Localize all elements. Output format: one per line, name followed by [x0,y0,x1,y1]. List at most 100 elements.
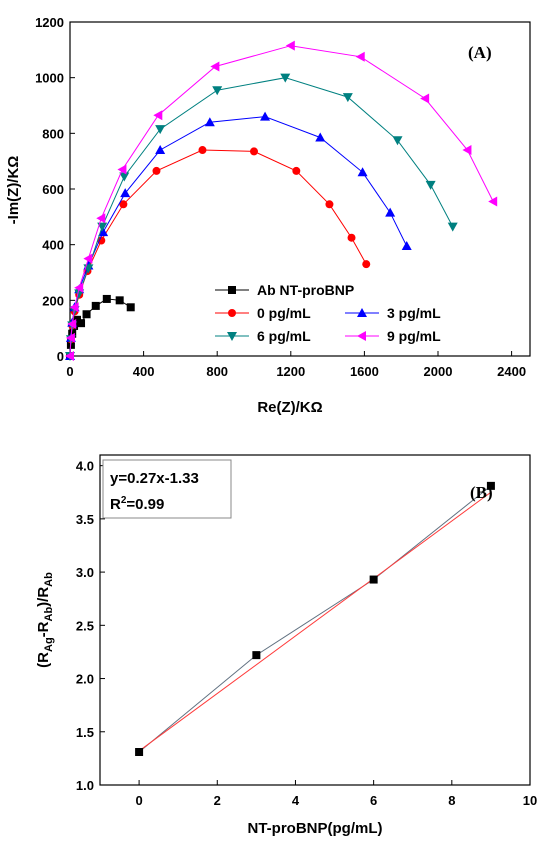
data-point-series-4 [210,61,220,72]
panel-a-x-tick-label: 400 [133,364,155,379]
data-point-series-4 [462,145,472,156]
data-point [486,481,495,490]
data-point [252,651,261,660]
panel-b-x-tick-label: 6 [370,793,377,808]
data-point-series-0 [72,315,81,324]
panel-a-x-axis-label: Re(Z)/KΩ [257,399,322,416]
data-point-series-0 [77,319,86,328]
panel-a-label: (A) [468,43,492,62]
legend-entry-label: 6 pg/mL [257,328,311,344]
legend-entry-label: 0 pg/mL [257,305,311,321]
data-point-series-4 [69,302,79,313]
legend-swatch-marker [357,308,367,317]
panel-b-x-tick-label: 8 [448,793,455,808]
panel-b-plot-frame [99,454,531,786]
legend-entry-label: 9 pg/mL [387,328,441,344]
data-point-series-2 [385,207,396,217]
linear-fit-line [138,491,492,752]
data-point-series-4 [83,253,93,264]
data-point-series-4 [96,213,106,224]
panel-a-x-tick-label: 1200 [276,364,305,379]
panel-a-y-tick-label: 0 [57,349,64,364]
data-point-series-2 [155,145,166,155]
data-point-series-3 [425,180,436,190]
panel-b-y-tick-label: 4.0 [76,459,94,474]
panel-b-y-tick-label: 2.5 [76,618,94,633]
data-connect-line [138,485,492,753]
data-point-series-1 [325,200,334,209]
data-point-series-0 [91,301,100,310]
panel-a-y-tick-label: 200 [42,293,64,308]
data-point-series-2 [120,188,131,198]
data-point-series-4 [355,51,365,62]
panel-a-y-tick-label: 1200 [35,15,64,30]
panel-a-y-tick-label: 400 [42,238,64,253]
panel-a-y-tick-label: 600 [42,182,64,197]
panel-b-y-tick-label: 2.0 [76,672,94,687]
data-point-series-3 [155,125,166,135]
panel-a-y-tick-label: 800 [42,126,64,141]
legend-entry-label: Ab NT-proBNP [257,282,354,298]
data-point-series-2 [401,241,412,251]
data-point-series-3 [342,93,353,103]
data-point [135,748,144,756]
panel-b-x-axis-label: NT-proBNP(pg/mL) [248,820,383,837]
data-point-series-3 [212,86,223,96]
legend-entry-label: 3 pg/mL [387,305,441,321]
data-point-series-0 [102,294,111,303]
panel-b-chart: 0 2 4 6 8 10 1.0 1.5 2.0 2.5 3.0 3.5 4.0 (B) NT-proB… [35,454,537,837]
data-point-series-1 [292,166,301,175]
data-point-series-1 [250,147,258,156]
panel-a-y-axis-label: -Im(Z)/KΩ [5,156,22,225]
data-point-series-0 [115,296,124,305]
panel-b-equation-box: y=0.27x-1.33 R2=0.99 [102,459,232,519]
legend-swatch-marker [228,286,236,294]
data-point-series-3 [447,222,458,232]
panel-b-x-tick-label: 10 [523,793,537,808]
panel-b-y-tick-label: 1.5 [76,725,94,740]
data-point-series-1 [347,233,356,242]
panel-a-x-tick-label: 2400 [497,364,526,379]
panel-b-y-tick-label: 3.5 [76,512,94,527]
data-point-series-4 [488,196,498,207]
panel-b-x-tick-label: 0 [135,793,142,808]
data-point-series-4 [153,110,163,121]
data-point-series-0 [82,310,91,319]
data-point-series-4 [285,40,295,51]
data-point-series-2 [357,167,368,177]
panel-b-y-axis-label: (RAg-RAb)/RAb [35,572,55,668]
series-line-0 [69,298,131,357]
panel-b-x-tick-label: 4 [292,793,300,808]
data-point-series-4 [74,282,84,293]
data-point-series-4 [65,351,74,361]
data-point-series-0 [68,329,77,338]
data-point-series-4 [65,332,75,343]
legend-swatch-marker [227,332,237,341]
legend-swatch-marker [228,309,236,317]
equation-box-frame [102,459,232,519]
data-point-series-1 [362,260,371,269]
panel-b-label: (B) [470,483,493,502]
data-point-series-2 [204,117,215,127]
fit-r-squared: R2=0.99 [110,495,164,513]
series-line-2 [69,116,408,357]
data-point-series-3 [280,73,291,83]
panel-a-x-tick-label: 2000 [424,364,453,379]
series-line-1 [69,149,367,357]
data-point-series-4 [420,93,430,104]
data-point-series-2 [315,132,326,142]
data-point-series-0 [126,303,135,312]
data-point-series-3 [119,172,130,182]
panel-a-x-tick-label: 0 [66,364,73,379]
panel-a-x-tick-label: 1600 [350,364,379,379]
data-point [369,575,378,584]
data-point-series-1 [119,200,128,209]
data-point-series-2 [98,227,109,237]
panel-b-y-tick-label: 1.0 [76,778,94,793]
data-point-series-1 [198,146,207,155]
panel-a-x-tick-label: 800 [206,364,228,379]
panel-a-y-tick-label: 1000 [35,71,64,86]
panel-b-y-tick-label: 3.0 [76,565,94,580]
legend-swatch-marker [357,331,366,341]
